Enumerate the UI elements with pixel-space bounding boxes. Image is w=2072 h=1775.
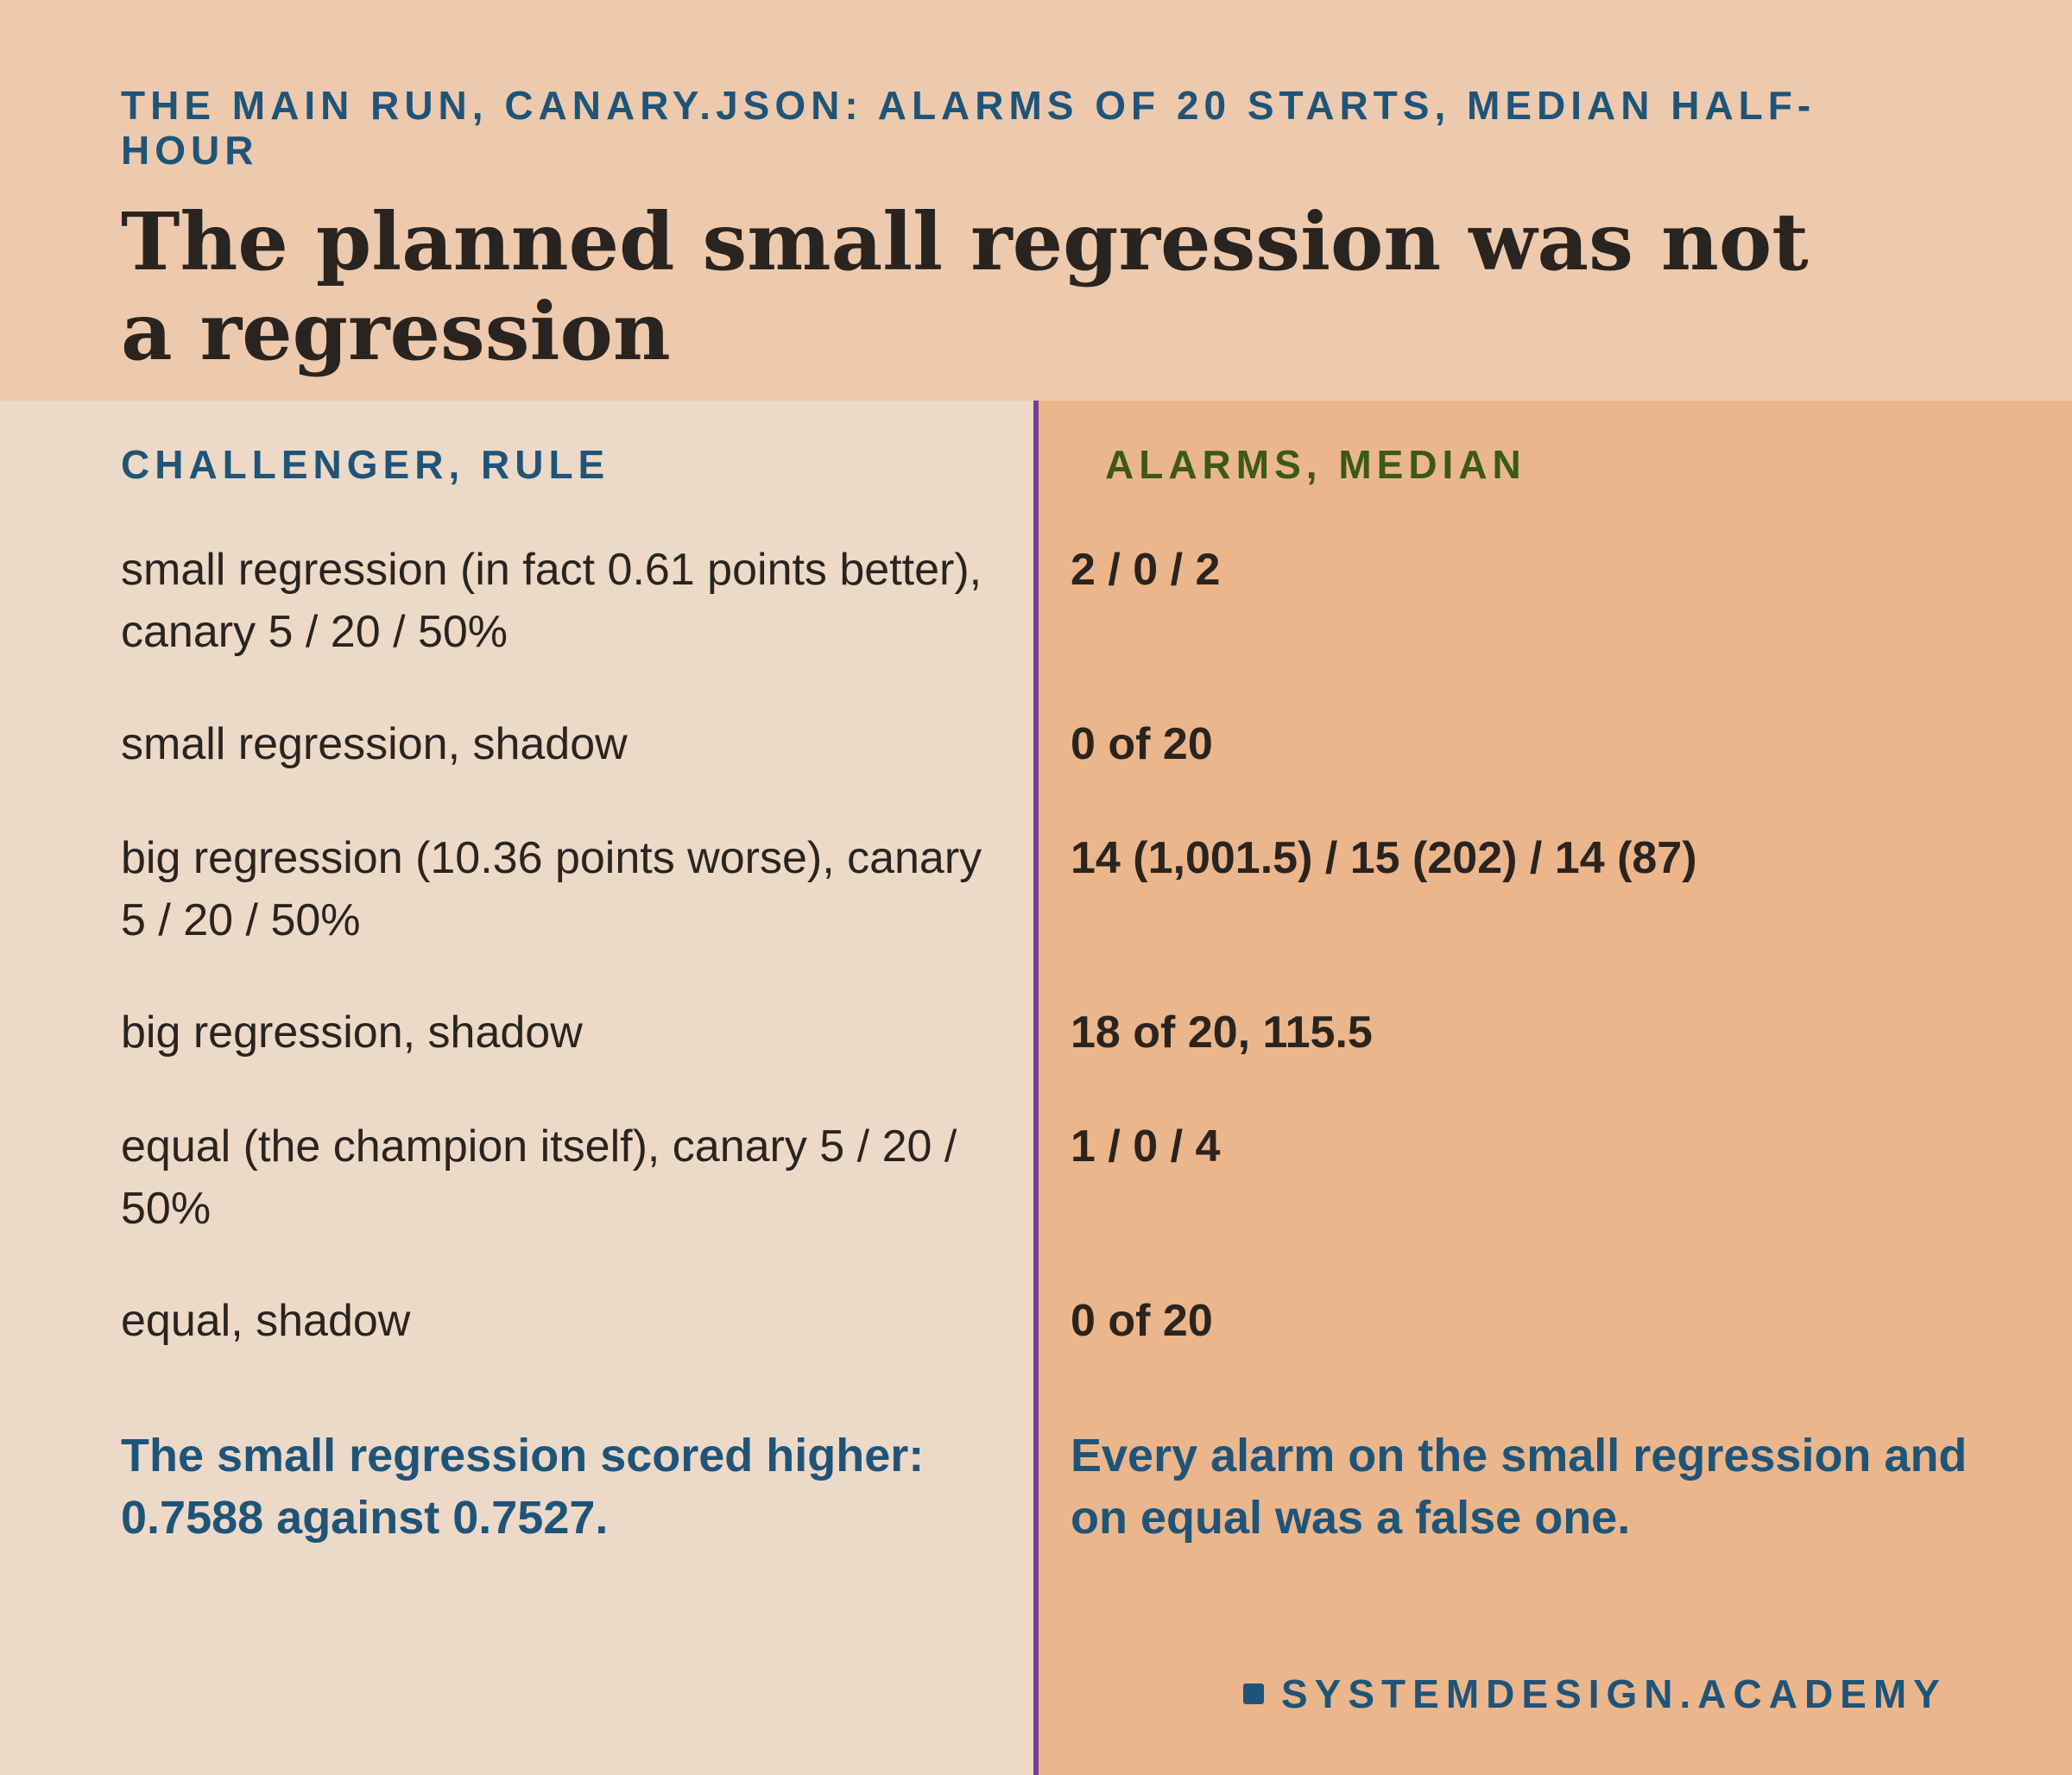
column-header-alarms: ALARMS, MEDIAN	[1105, 442, 1526, 487]
page-title: The planned small regression was not a r…	[121, 195, 1809, 378]
row-rule: big regression (10.36 points worse), can…	[121, 833, 982, 945]
kicker: THE MAIN RUN, CANARY.JSON: ALARMS OF 20 …	[121, 83, 1816, 173]
header-band	[0, 0, 2072, 401]
brand-label: SYSTEMDESIGN.ACADEMY	[1281, 1671, 1947, 1716]
brand-square-icon	[1243, 1683, 1264, 1704]
left-panel	[0, 401, 1033, 1775]
brand: SYSTEMDESIGN.ACADEMY	[1243, 1671, 1947, 1716]
column-divider	[1033, 401, 1039, 1775]
row-alarms: 0 of 20	[1071, 1296, 1213, 1346]
row-alarms: 0 of 20	[1071, 719, 1213, 769]
note-right: Every alarm on the small regression and …	[1071, 1430, 1968, 1544]
row-alarms: 1 / 0 / 4	[1071, 1121, 1221, 1172]
column-header-rule: CHALLENGER, RULE	[121, 442, 610, 487]
row-rule: big regression, shadow	[121, 1008, 583, 1058]
row-rule: equal, shadow	[121, 1296, 411, 1346]
row-alarms: 2 / 0 / 2	[1071, 545, 1221, 595]
right-panel	[1039, 401, 2072, 1775]
row-alarms: 14 (1,001.5) / 15 (202) / 14 (87)	[1071, 833, 1697, 883]
row-rule: small regression, shadow	[121, 719, 628, 769]
note-left: The small regression scored higher: 0.75…	[121, 1430, 925, 1544]
row-rule: equal (the champion itself), canary 5 / …	[121, 1121, 957, 1234]
row-rule: small regression (in fact 0.61 points be…	[121, 545, 982, 657]
row-alarms: 18 of 20, 115.5	[1071, 1008, 1373, 1058]
